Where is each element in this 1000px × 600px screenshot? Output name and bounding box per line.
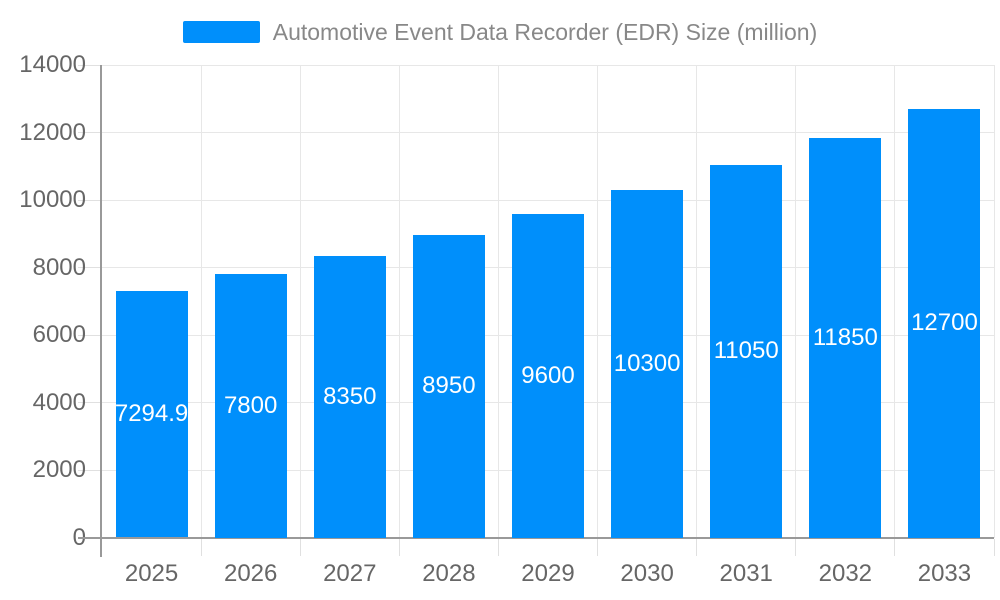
x-tick-6 [696,539,698,556]
x-tick-8 [894,539,896,556]
bar-2027[interactable] [313,255,386,538]
y-tick-10000 [78,199,102,201]
bar-2028[interactable] [412,235,485,538]
bar-value-label-2028: 8950 [422,372,476,400]
bar-value-label-2032: 11850 [812,323,878,351]
gridline-x-2 [299,65,301,538]
x-tick-7 [795,539,797,556]
bar-2026[interactable] [214,274,287,538]
gridline-y-12000 [102,132,994,133]
bar-value-label-2030: 10300 [613,349,681,377]
x-axis-label-2033: 2033 [917,560,972,587]
legend[interactable]: Automotive Event Data Recorder (EDR) Siz… [0,18,1000,46]
legend-label: Automotive Event Data Recorder (EDR) Siz… [272,19,818,45]
x-tick-3 [398,539,400,556]
x-tick-5 [597,539,599,556]
gridline-x-9 [993,65,995,538]
x-tick-9 [993,539,995,556]
y-axis-label-14000: 14000 [19,51,86,78]
gridline-x-8 [894,65,896,538]
y-tick-14000 [78,64,102,66]
x-axis-label-2026: 2026 [223,560,278,587]
x-tick-1 [200,539,202,556]
x-tick-2 [299,539,301,556]
x-axis-label-2028: 2028 [422,560,476,587]
y-axis-label-8000: 8000 [32,253,86,281]
gridline-x-7 [795,65,797,538]
bar-value-label-2025: 7294.9 [114,400,189,428]
y-tick-4000 [78,402,102,403]
y-axis-label-0: 0 [72,523,86,551]
x-axis-label-2030: 2030 [620,560,674,587]
x-tick-4 [497,539,499,556]
gridline-x-4 [497,65,499,538]
legend-swatch-icon [182,21,260,43]
gridline-y-10000 [102,199,994,201]
y-tick-12000 [78,132,102,133]
y-axis-label-12000: 12000 [19,118,86,146]
gridline-y-14000 [102,64,994,66]
bar-2032[interactable] [809,137,882,538]
y-axis-label-6000: 6000 [32,321,86,348]
x-axis-label-2025: 2025 [124,560,179,587]
y-tick-6000 [78,334,102,336]
y-axis-label-10000: 10000 [19,186,86,213]
bar-value-label-2031: 11050 [713,337,779,365]
bar-2029[interactable] [512,213,584,538]
y-axis-label-2000: 2000 [32,456,86,483]
y-axis-label-4000: 4000 [32,388,86,416]
bar-value-label-2029: 9600 [521,361,575,389]
gridline-x-3 [398,65,400,538]
y-axis-line [100,65,102,557]
bar-2025[interactable] [115,291,188,538]
x-axis-label-2029: 2029 [521,560,575,587]
bar-value-label-2027: 8350 [323,382,377,410]
bar-2033[interactable] [908,108,981,538]
bar-value-label-2033: 12700 [911,309,978,337]
bar-2030[interactable] [611,189,684,538]
gridline-x-6 [696,65,698,538]
bar-2031[interactable] [710,164,783,538]
x-axis-label-2027: 2027 [323,560,377,587]
gridline-x-1 [200,65,202,538]
y-tick-8000 [78,267,102,268]
x-axis-label-2032: 2032 [818,560,873,587]
bar-value-label-2026: 7800 [223,391,278,419]
x-axis-line [78,536,994,539]
x-axis-label-2031: 2031 [719,560,773,587]
y-tick-2000 [78,469,102,471]
gridline-x-5 [597,65,599,538]
